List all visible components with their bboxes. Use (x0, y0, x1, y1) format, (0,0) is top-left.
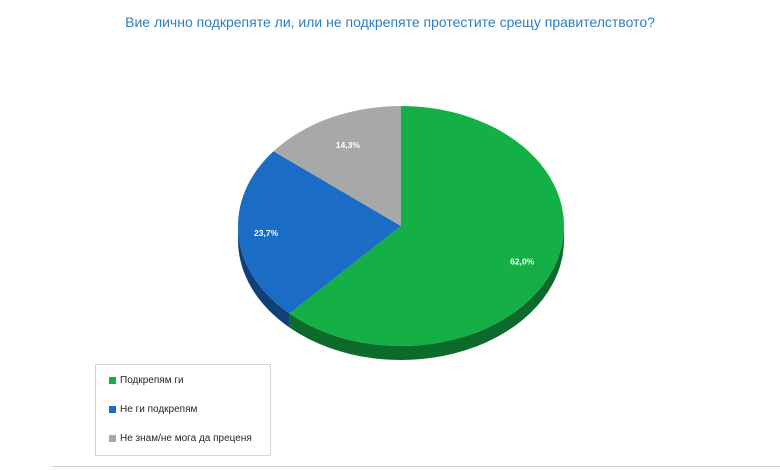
legend-item-support: Подкрепям ги (109, 375, 184, 386)
legend-item-oppose: Не ги подкрепям (109, 404, 197, 415)
pie-slice-support (289, 106, 564, 346)
pie-side-support (289, 226, 564, 360)
legend-swatch-oppose (109, 406, 116, 413)
legend-label-support: Подкрепям ги (120, 375, 184, 386)
chart-legend: Подкрепям ги Не ги подкрепям Не знам/не … (95, 364, 271, 456)
pie-slice-oppose (237, 151, 401, 314)
legend-label-oppose: Не ги подкрепям (120, 404, 198, 415)
data-label-undecided: 14,3% (336, 140, 361, 150)
legend-label-undecided: Не знам/не мога да преценя (120, 433, 252, 444)
bottom-divider (52, 466, 780, 467)
pie-side-oppose (238, 226, 290, 328)
legend-item-undecided: Не знам/не мога да преценя (109, 433, 252, 444)
pie-slice-undecided (273, 106, 401, 226)
chart-title: Вие лично подкрепяте ли, или не подкрепя… (125, 14, 655, 30)
legend-swatch-support (109, 377, 116, 384)
legend-swatch-undecided (109, 435, 116, 442)
data-label-support: 62,0% (510, 256, 535, 266)
data-label-oppose: 23,7% (254, 228, 279, 238)
